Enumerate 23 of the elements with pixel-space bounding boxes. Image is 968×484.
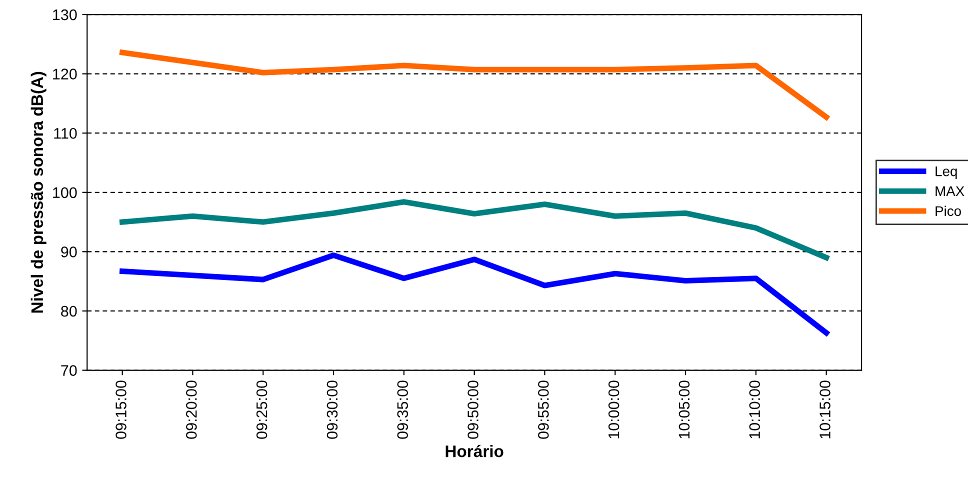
x-tick-label: 10:00:00 — [608, 380, 620, 438]
x-tick-label: 10:10:00 — [749, 380, 760, 438]
x-tick-label: 10:15:00 — [820, 380, 830, 438]
y-tick-label: 70 — [61, 365, 77, 376]
x-tick-label: 09:55:00 — [538, 380, 549, 439]
x-tick-label: 10:05:00 — [678, 380, 690, 438]
legend-label: Leq — [936, 166, 957, 179]
x-tick-label: 09:15:00 — [116, 380, 126, 439]
y-tick-label: 100 — [53, 187, 77, 198]
x-tick-label: 09:20:00 — [186, 380, 197, 439]
y-tick-label: 120 — [53, 68, 77, 80]
legend-label: Pico — [936, 206, 961, 216]
x-tick-label: 09:30:00 — [326, 380, 338, 439]
x-tick-label: 09:35:00 — [397, 380, 408, 439]
legend-label: MAX — [936, 186, 964, 196]
y-tick-label: 90 — [61, 246, 77, 258]
y-tick-label: 130 — [53, 9, 77, 20]
y-tick-label: 110 — [54, 128, 77, 139]
y-tick-label: 80 — [61, 306, 77, 317]
x-tick-label: 09:50:00 — [468, 380, 478, 439]
y-axis-title: Nivel de pressão sonora dB(A) — [30, 72, 46, 313]
x-tick-label: 09:25:00 — [256, 380, 268, 439]
x-axis-title: Horário — [446, 444, 504, 458]
